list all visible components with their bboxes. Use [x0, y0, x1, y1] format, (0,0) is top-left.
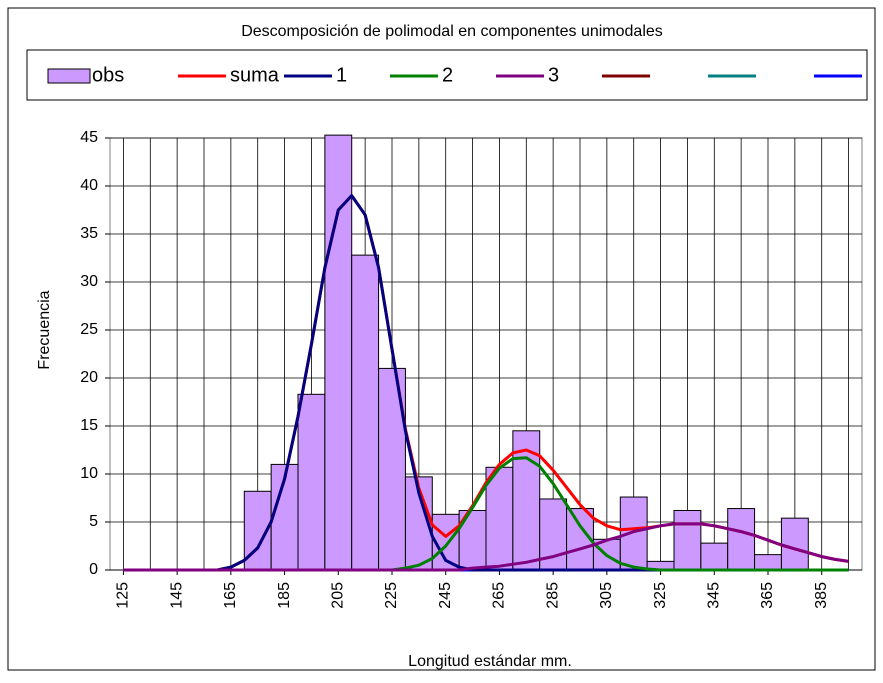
y-tick-label: 15 — [80, 417, 98, 434]
legend-label: obs — [92, 64, 124, 86]
x-axis-label: Longitud estándar mm. — [408, 653, 572, 670]
bar — [727, 508, 756, 571]
y-tick-label: 25 — [80, 321, 98, 338]
legend-swatch — [47, 68, 91, 84]
y-tick-label: 0 — [89, 561, 98, 578]
bar — [324, 134, 353, 571]
series-line — [123, 522, 849, 572]
x-tick-label: 125 — [115, 582, 132, 609]
x-tick-label: 265 — [491, 582, 508, 609]
bar — [351, 254, 380, 571]
y-tick-label: 20 — [80, 369, 98, 386]
x-tick-label: 245 — [437, 582, 454, 609]
x-tick-label: 305 — [598, 582, 615, 609]
y-tick-label: 45 — [80, 129, 98, 146]
x-tick-label: 205 — [330, 582, 347, 609]
chart-title: Descomposición de polimodal en component… — [241, 23, 663, 40]
x-tick-label: 345 — [706, 582, 723, 609]
y-tick-label: 35 — [80, 225, 98, 242]
x-tick-label: 225 — [383, 582, 400, 609]
bar — [754, 554, 782, 571]
y-tick-label: 10 — [80, 465, 98, 482]
legend-label: 1 — [336, 64, 347, 86]
bar — [297, 393, 326, 571]
legend-label: 2 — [442, 64, 453, 86]
legend-label: 3 — [548, 64, 559, 86]
x-tick-label: 165 — [222, 582, 239, 609]
x-tick-label: 365 — [759, 582, 776, 609]
x-tick-label: 185 — [276, 582, 293, 609]
x-tick-label: 145 — [168, 582, 185, 609]
bar — [780, 517, 809, 571]
legend-label: suma — [230, 64, 280, 86]
bar — [700, 542, 729, 571]
y-tick-label: 30 — [80, 273, 98, 290]
y-tick-label: 40 — [80, 177, 98, 194]
y-tick-label: 5 — [89, 513, 98, 530]
x-tick-label: 285 — [544, 582, 561, 609]
x-tick-label: 385 — [813, 582, 830, 609]
x-tick-label: 325 — [652, 582, 669, 609]
bar — [673, 509, 702, 571]
y-axis-label: Frecuencia — [36, 290, 53, 369]
